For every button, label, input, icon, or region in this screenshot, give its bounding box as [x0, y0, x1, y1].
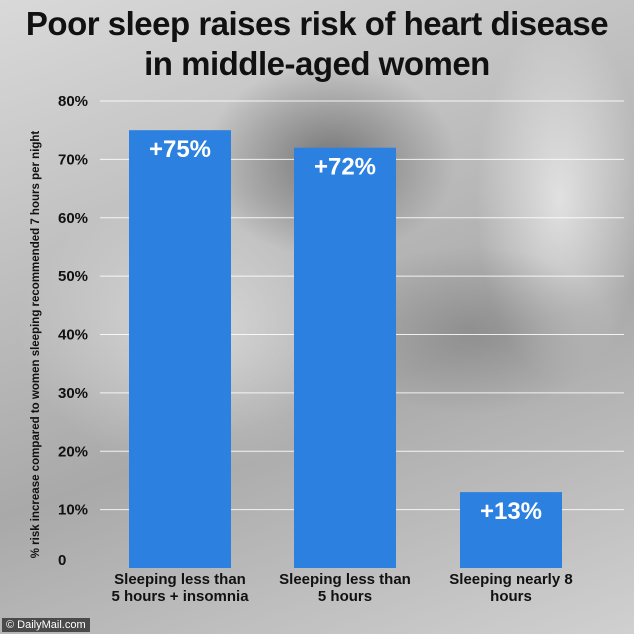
y-axis-label: % risk increase compared to women sleepi…: [30, 131, 42, 559]
y-tick-label: 20%: [58, 443, 88, 460]
bar-value-label: +72%: [314, 154, 376, 181]
x-category-label: 5 hours: [318, 588, 372, 605]
x-category-label: hours: [490, 588, 532, 605]
bar-value-label: +75%: [149, 136, 211, 163]
bar-value-label: +13%: [480, 498, 542, 525]
x-category-label: 5 hours + insomnia: [111, 588, 249, 605]
y-tick-label: 50%: [58, 268, 88, 285]
source-credit: © DailyMail.com: [2, 618, 90, 632]
chart-title-line-2: in middle-aged women: [144, 45, 490, 82]
bar: [294, 147, 396, 568]
y-axis-ticks: 0 10% 20% 30% 40% 50% 60% 70% 80%: [58, 93, 88, 569]
y-tick-label: 30%: [58, 385, 88, 402]
bar: [460, 492, 562, 568]
y-tick-label: 60%: [58, 210, 88, 227]
chart-title-line-1: Poor sleep raises risk of heart disease: [25, 5, 609, 42]
x-category-label: Sleeping less than: [114, 571, 246, 588]
y-tick-label: 10%: [58, 502, 88, 519]
x-category-label: Sleeping nearly 8: [449, 571, 572, 588]
y-tick-label: 40%: [58, 327, 88, 344]
y-tick-label: 0: [58, 552, 66, 569]
y-tick-label: 80%: [58, 93, 88, 110]
y-tick-label: 70%: [58, 151, 88, 168]
bar: [129, 130, 231, 568]
bars: +75% +72% +13%: [129, 130, 562, 568]
x-category-label: Sleeping less than: [279, 571, 411, 588]
chart-title: Poor sleep raises risk of heart disease …: [0, 4, 634, 84]
